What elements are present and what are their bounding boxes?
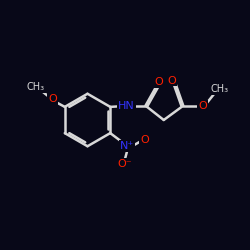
Text: O: O (168, 76, 176, 86)
Text: O: O (154, 77, 163, 87)
Text: O: O (140, 135, 149, 145)
Text: O⁻: O⁻ (118, 160, 132, 169)
Text: O: O (48, 94, 57, 104)
Text: HN: HN (118, 101, 134, 111)
Text: N⁺: N⁺ (120, 141, 134, 151)
Text: O: O (198, 101, 207, 111)
Text: CH₃: CH₃ (27, 82, 45, 92)
Text: CH₃: CH₃ (211, 84, 229, 94)
